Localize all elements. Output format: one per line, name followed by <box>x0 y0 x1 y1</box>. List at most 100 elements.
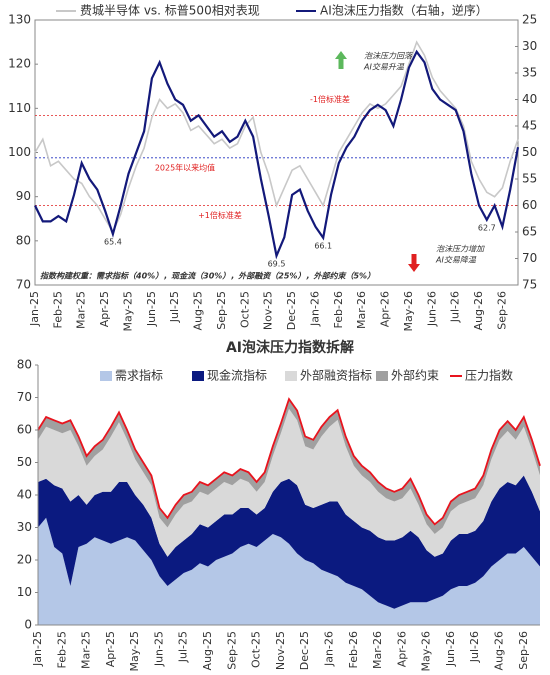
x-tick-label: Jun-25 <box>152 631 165 667</box>
x-tick-label: Sep-26 <box>517 631 530 670</box>
x-tick-label: May-26 <box>420 631 433 672</box>
x-tick-label: Jan-26 <box>322 631 335 667</box>
y2-tick-label: 40 <box>522 92 537 106</box>
x-tick-label: Apr-26 <box>379 291 392 327</box>
y-tick-label: 80 <box>16 233 31 247</box>
legend-label: 需求指标 <box>115 368 163 383</box>
legend-label: 费城半导体 vs. 标普500相对表现 <box>80 4 260 18</box>
series-line <box>34 40 519 234</box>
y2-tick-label: 60 <box>522 198 537 212</box>
data-label: 62.7 <box>478 223 496 232</box>
data-label: 65.4 <box>104 238 122 247</box>
x-tick-label: Mar-25 <box>75 291 88 329</box>
annotation-text: 泡沫压力增加 <box>436 245 485 254</box>
x-tick-label: Jul-25 <box>177 631 190 663</box>
x-tick-label: Aug-26 <box>472 291 485 330</box>
x-tick-label: Jun-25 <box>145 291 158 327</box>
x-tick-label: Feb-26 <box>347 631 360 668</box>
legend-swatch <box>192 371 204 381</box>
x-tick-label: Dec-25 <box>285 291 298 330</box>
data-label: 66.1 <box>314 241 332 250</box>
x-tick-label: Jun-26 <box>425 291 438 327</box>
x-tick-label: Apr-26 <box>395 631 408 667</box>
y2-tick-label: 70 <box>522 251 537 265</box>
x-tick-label: Sep-26 <box>495 291 508 330</box>
x-tick-label: Mar-26 <box>371 631 384 669</box>
y2-tick-label: 50 <box>522 145 537 159</box>
y2-tick-label: 55 <box>522 172 537 186</box>
annotation-arrow <box>408 254 420 272</box>
y-tick-label: 10 <box>17 585 32 599</box>
x-tick-label: Aug-25 <box>201 631 214 670</box>
x-tick-label: Jan-26 <box>308 291 321 327</box>
x-tick-label: Jul-26 <box>449 291 462 323</box>
x-tick-label: Jan-25 <box>28 291 41 327</box>
x-tick-label: Aug-26 <box>493 631 506 670</box>
stack-area <box>38 408 540 557</box>
x-tick-label: May-25 <box>128 631 141 672</box>
x-tick-label: Jun-26 <box>444 631 457 667</box>
x-tick-label: Nov-25 <box>262 291 275 330</box>
x-tick-label: Jul-26 <box>468 631 481 663</box>
reference-label: +1倍标准差 <box>198 210 242 220</box>
x-tick-label: Mar-25 <box>80 631 93 669</box>
x-tick-label: Apr-25 <box>98 291 111 327</box>
y-tick-label: 30 <box>17 520 32 534</box>
legend-label: 现金流指标 <box>207 368 267 383</box>
y-tick-label: 0 <box>24 618 32 632</box>
x-tick-label: Nov-25 <box>274 631 287 670</box>
legend-label: 外部约束 <box>391 368 439 383</box>
y-tick-label: 70 <box>16 278 31 292</box>
y2-tick-label: 65 <box>522 225 537 239</box>
annotation-text: 泡沫压力回落 <box>364 52 414 61</box>
x-tick-label: Sep-25 <box>215 291 228 330</box>
y-tick-label: 80 <box>17 358 32 372</box>
y-tick-label: 60 <box>17 423 32 437</box>
x-tick-label: Sep-25 <box>225 631 238 670</box>
legend-label: 外部融资指标 <box>300 368 372 383</box>
reference-label: -1倍标准差 <box>310 94 350 104</box>
y-tick-label: 130 <box>8 13 31 27</box>
note: 指数构建权重：需求指标（40%），现金流（30%），外部融资（25%），外部约束… <box>40 271 375 281</box>
y2-tick-label: 75 <box>522 278 537 292</box>
y-tick-label: 70 <box>17 390 32 404</box>
reference-label: 2025年以来均值 <box>155 162 215 172</box>
x-tick-label: May-25 <box>121 291 134 332</box>
legend-swatch <box>100 371 112 381</box>
stack-area <box>38 475 540 609</box>
y-tick-label: 20 <box>17 553 32 567</box>
legend-swatch <box>376 371 388 381</box>
annotation-text: AI交易升温 <box>363 63 405 72</box>
y-tick-label: 90 <box>16 189 31 203</box>
y-tick-label: 110 <box>8 101 31 115</box>
data-label: 69.5 <box>268 259 286 268</box>
legend-label: AI泡沫压力指数（右轴，逆序） <box>320 3 488 18</box>
chart-title: AI泡沫压力指数拆解 <box>226 339 354 356</box>
y-tick-label: 50 <box>17 455 32 469</box>
x-tick-label: Dec-25 <box>298 631 311 670</box>
y2-tick-label: 30 <box>522 39 537 53</box>
x-tick-label: Oct-25 <box>250 631 263 668</box>
x-tick-label: May-26 <box>402 291 415 332</box>
x-tick-label: Jul-25 <box>168 291 181 323</box>
y2-tick-label: 35 <box>522 66 537 80</box>
x-tick-label: Mar-26 <box>355 291 368 329</box>
legend-label: 压力指数 <box>465 368 513 383</box>
y2-tick-label: 45 <box>522 119 537 133</box>
legend-swatch <box>285 371 297 381</box>
x-tick-label: Oct-25 <box>238 291 251 328</box>
annotation-arrow <box>335 51 347 69</box>
y-tick-label: 120 <box>8 57 31 71</box>
stack-area <box>38 517 540 625</box>
x-tick-label: Apr-25 <box>104 631 117 667</box>
y-tick-label: 100 <box>8 145 31 159</box>
series-line <box>34 49 520 260</box>
x-tick-label: Aug-25 <box>192 291 205 330</box>
x-tick-label: Feb-26 <box>332 291 345 328</box>
total-line <box>37 397 541 526</box>
y2-tick-label: 25 <box>522 13 537 27</box>
x-tick-label: Feb-25 <box>55 631 68 668</box>
annotation-text: AI交易降温 <box>435 256 477 265</box>
x-tick-label: Feb-25 <box>51 291 64 328</box>
